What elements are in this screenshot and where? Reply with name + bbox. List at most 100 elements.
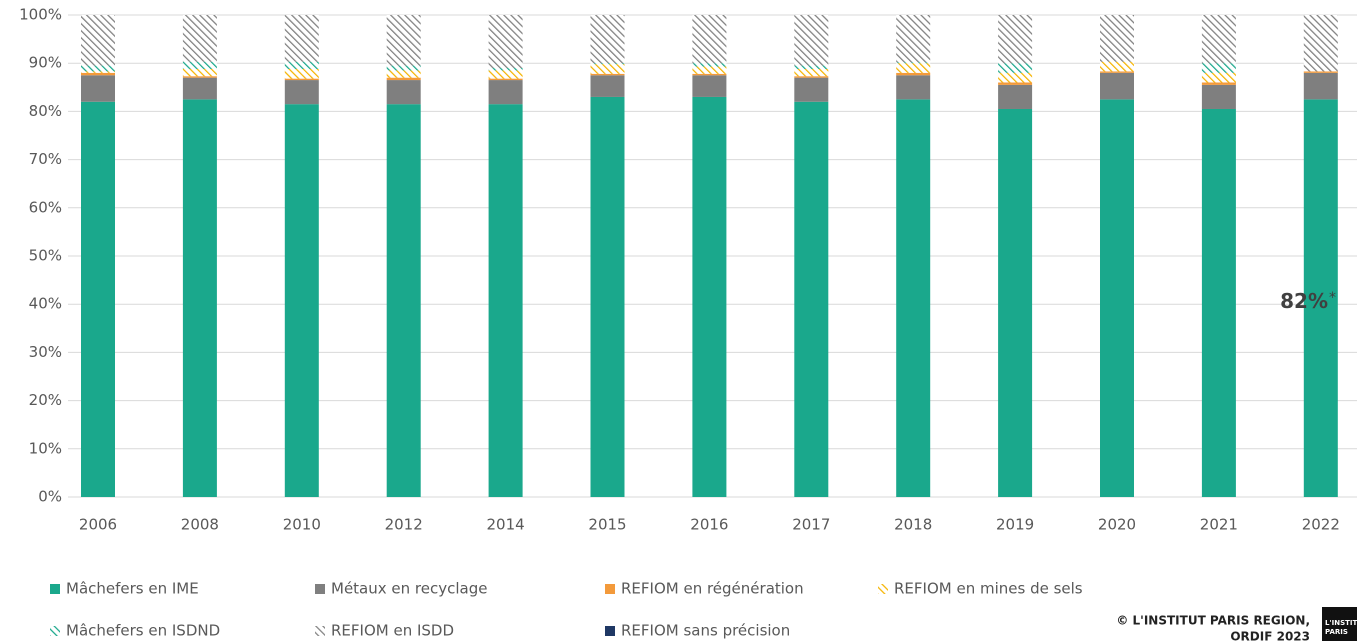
bar-segment — [386, 80, 421, 105]
x-tick-label: 2008 — [181, 516, 219, 534]
bar-segment — [896, 62, 931, 64]
legend-swatch — [878, 584, 888, 594]
bar-segment — [1201, 63, 1236, 73]
legend-label: Mâchefers en IME — [66, 580, 199, 598]
bar-segment — [692, 63, 727, 67]
bar-segment — [182, 15, 217, 62]
bar-segment — [1100, 61, 1134, 72]
y-tick-label: 80% — [29, 102, 62, 120]
bar-segment — [590, 75, 625, 97]
bar-segment — [794, 77, 829, 102]
bar-segment — [590, 96, 625, 497]
bar-segment — [488, 104, 523, 498]
bar-segment — [692, 15, 727, 64]
bar-segment — [794, 76, 829, 78]
legend-label: REFIOM en mines de sels — [894, 580, 1083, 598]
bar-segment — [896, 15, 931, 63]
legend-swatch — [50, 626, 60, 636]
bar-segment — [1201, 108, 1236, 498]
bar-segment — [998, 72, 1033, 83]
bar-segment — [1201, 84, 1236, 109]
credit: © L'INSTITUT PARIS REGION, — [1116, 614, 1310, 628]
bar-segment — [284, 78, 319, 81]
bar-segment — [81, 75, 115, 102]
bar-segment — [998, 108, 1033, 498]
y-tick-label: 50% — [29, 247, 62, 265]
y-tick-label: 100% — [19, 6, 62, 24]
bar-segment — [488, 80, 523, 105]
y-tick-label: 30% — [29, 343, 62, 361]
bar-segment — [182, 99, 217, 497]
bar-segment — [1100, 72, 1134, 100]
bar-segment — [182, 76, 217, 78]
bar-segment — [896, 75, 931, 100]
legend-label: REFIOM sans précision — [621, 622, 790, 640]
legend-label: REFIOM en ISDD — [331, 622, 454, 640]
bar-segment — [692, 66, 727, 74]
bar-segment — [794, 65, 829, 69]
bar-segment — [1100, 71, 1134, 73]
bar-segment — [284, 80, 319, 105]
legend-swatch — [315, 626, 325, 636]
bar-segment — [488, 15, 523, 69]
bar-segment — [284, 104, 319, 498]
legend-swatch — [315, 584, 325, 594]
annotation-suffix: * — [1329, 290, 1336, 306]
bar-segment — [488, 68, 523, 71]
annotation: 82% — [1280, 289, 1328, 313]
annotation-value: 82% — [1280, 289, 1328, 313]
bar-segment — [182, 61, 217, 69]
x-tick-label: 2017 — [792, 516, 830, 534]
legend-swatch — [605, 626, 615, 636]
bar-segment — [386, 65, 421, 71]
bar-segment — [896, 72, 931, 76]
bar-segment — [386, 70, 421, 78]
bar-segment — [1201, 82, 1236, 85]
bar-segment — [896, 63, 931, 73]
logo-text: L'INSTIT — [1325, 619, 1357, 627]
legend-label: REFIOM en régénération — [621, 580, 804, 598]
x-tick-label: 2020 — [1098, 516, 1136, 534]
y-tick-label: 90% — [29, 54, 62, 72]
bar-segment — [590, 64, 625, 74]
y-tick-label: 20% — [29, 391, 62, 409]
x-tick-label: 2010 — [283, 516, 321, 534]
bar-segment — [81, 65, 115, 72]
x-tick-label: 2016 — [690, 516, 728, 534]
y-tick-label: 70% — [29, 150, 62, 168]
bar-segment — [692, 73, 727, 76]
legend-swatch — [605, 584, 615, 594]
bar-segment — [998, 63, 1033, 73]
bar-segment — [794, 68, 829, 77]
bar-segment — [81, 72, 115, 76]
logo-text: PARIS — [1325, 628, 1348, 636]
bar-segment — [182, 68, 217, 77]
x-tick-label: 2018 — [894, 516, 932, 534]
bar-segment — [998, 82, 1033, 85]
bar-segment — [386, 104, 421, 498]
x-tick-label: 2019 — [996, 516, 1034, 534]
bar-segment — [1303, 71, 1338, 73]
y-tick-label: 60% — [29, 198, 62, 216]
bar-segment — [284, 68, 319, 79]
legend-swatch — [50, 584, 60, 594]
legend-label: Mâchefers en ISDND — [66, 622, 220, 640]
bar-segment — [386, 77, 421, 81]
legend-label: Métaux en recyclage — [331, 580, 487, 598]
credit: ORDIF 2023 — [1230, 630, 1310, 641]
bar-segment — [1303, 15, 1338, 72]
x-tick-label: 2015 — [588, 516, 626, 534]
bar-segment — [488, 78, 523, 81]
x-tick-label: 2012 — [385, 516, 423, 534]
x-tick-label: 2021 — [1200, 516, 1238, 534]
bar-segment — [284, 15, 319, 62]
y-tick-label: 40% — [29, 295, 62, 313]
bar-segment — [81, 71, 115, 73]
bar-segment — [1201, 15, 1236, 64]
bar-segment — [1303, 72, 1338, 100]
x-tick-label: 2014 — [487, 516, 525, 534]
y-tick-label: 10% — [29, 439, 62, 457]
y-tick-label: 0% — [38, 488, 62, 506]
bar-segment — [284, 61, 319, 69]
bar-segment — [182, 77, 217, 100]
